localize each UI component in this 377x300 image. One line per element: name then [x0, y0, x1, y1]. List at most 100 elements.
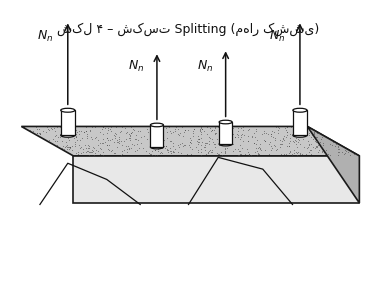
- Point: [226, 134, 232, 139]
- Point: [139, 146, 146, 150]
- Point: [207, 136, 213, 141]
- Point: [224, 132, 230, 137]
- Point: [84, 135, 90, 140]
- Point: [148, 128, 154, 133]
- Point: [251, 150, 257, 154]
- Point: [216, 142, 222, 147]
- Point: [222, 153, 228, 158]
- Point: [329, 143, 335, 148]
- Point: [257, 146, 263, 150]
- Point: [256, 144, 262, 149]
- Point: [129, 142, 135, 146]
- Point: [211, 128, 217, 133]
- Point: [304, 146, 310, 150]
- Point: [100, 153, 106, 158]
- Point: [284, 124, 290, 129]
- Point: [310, 136, 316, 141]
- Point: [302, 128, 308, 132]
- Point: [178, 150, 184, 155]
- Point: [320, 142, 326, 147]
- Point: [198, 125, 204, 130]
- Bar: [219, 122, 232, 144]
- Point: [97, 145, 103, 150]
- Point: [235, 146, 241, 151]
- Point: [170, 150, 176, 154]
- Point: [227, 142, 233, 147]
- Point: [147, 152, 153, 156]
- Point: [199, 126, 205, 131]
- Point: [195, 137, 201, 142]
- Point: [62, 145, 68, 149]
- Point: [126, 146, 132, 151]
- Point: [195, 150, 201, 154]
- Point: [128, 131, 134, 136]
- Point: [167, 148, 173, 153]
- Point: [104, 136, 110, 141]
- Point: [311, 132, 317, 137]
- Point: [74, 129, 80, 134]
- Point: [190, 134, 196, 139]
- Point: [51, 136, 57, 141]
- Point: [93, 147, 99, 152]
- Point: [161, 144, 167, 149]
- Point: [73, 151, 79, 156]
- Point: [76, 142, 82, 147]
- Point: [267, 139, 273, 144]
- Point: [199, 127, 205, 131]
- Point: [251, 140, 257, 145]
- Point: [81, 129, 87, 134]
- Point: [195, 142, 201, 147]
- Point: [291, 150, 297, 155]
- Point: [222, 147, 228, 152]
- Point: [115, 153, 121, 158]
- Point: [154, 152, 160, 157]
- Point: [63, 133, 69, 138]
- Point: [281, 138, 287, 143]
- Point: [158, 150, 164, 155]
- Point: [190, 129, 196, 134]
- Point: [155, 147, 161, 152]
- Point: [123, 131, 129, 136]
- Point: [314, 145, 320, 149]
- Point: [304, 132, 310, 137]
- Point: [193, 145, 199, 150]
- Point: [69, 143, 75, 148]
- Point: [65, 136, 71, 141]
- Point: [277, 137, 283, 142]
- Point: [99, 141, 105, 146]
- Point: [191, 127, 197, 132]
- Point: [165, 150, 171, 154]
- Point: [198, 153, 204, 158]
- Text: شکل ۴ – شکست Splitting (مهار کششی): شکل ۴ – شکست Splitting (مهار کششی): [57, 22, 320, 36]
- Point: [182, 142, 188, 147]
- Point: [278, 152, 284, 157]
- Point: [55, 134, 61, 139]
- Point: [209, 150, 215, 155]
- Point: [40, 129, 46, 134]
- Point: [187, 136, 193, 140]
- Point: [258, 148, 264, 153]
- Point: [238, 135, 244, 140]
- Point: [253, 145, 259, 150]
- Point: [167, 146, 173, 151]
- Point: [165, 148, 171, 152]
- Point: [198, 135, 204, 140]
- Point: [313, 139, 319, 144]
- Point: [98, 130, 104, 134]
- Point: [203, 141, 209, 146]
- Point: [86, 129, 92, 134]
- Point: [83, 149, 89, 154]
- Point: [119, 142, 125, 147]
- Point: [71, 130, 77, 135]
- Point: [283, 127, 289, 132]
- Point: [288, 125, 294, 130]
- Point: [198, 143, 204, 148]
- Point: [327, 142, 333, 146]
- Point: [226, 141, 232, 146]
- Point: [284, 144, 290, 148]
- Point: [67, 150, 74, 155]
- Point: [336, 146, 342, 151]
- Point: [292, 134, 298, 139]
- Point: [95, 137, 101, 142]
- Point: [315, 143, 321, 148]
